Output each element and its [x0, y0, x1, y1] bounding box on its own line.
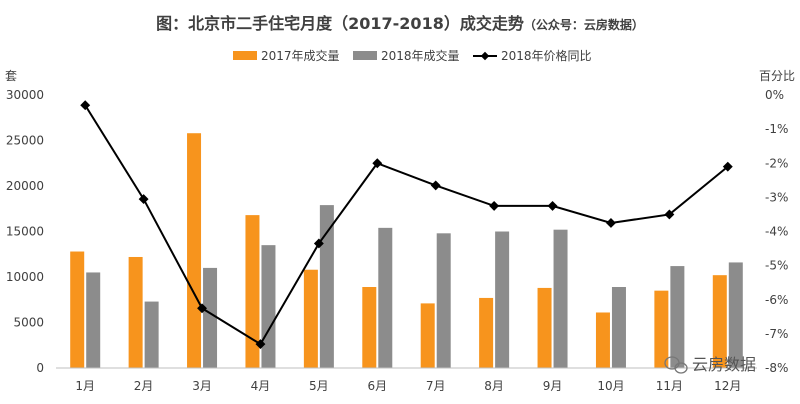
bar-2018-5 — [319, 205, 334, 368]
bar-2018-3 — [203, 267, 218, 368]
wechat-icon — [664, 356, 688, 374]
price-line-series — [80, 100, 733, 350]
legend-swatch-2018 — [353, 51, 377, 60]
x-tick-label: 9月 — [543, 379, 563, 393]
bar-2017-11 — [654, 290, 669, 368]
price-point-2 — [138, 194, 149, 205]
bar-2017-9 — [537, 287, 552, 368]
left-axis: 0 5000 10000 15000 20000 25000 30000 — [6, 88, 44, 375]
price-point-6 — [372, 158, 383, 169]
chart-title-note: （公众号：云房数据） — [524, 17, 644, 32]
price-point-7 — [430, 180, 441, 191]
left-tick-label: 5000 — [13, 316, 44, 330]
x-tick-label: 10月 — [597, 379, 624, 393]
bar-2018-7 — [436, 233, 451, 368]
bar-2018-2 — [144, 301, 159, 368]
price-point-1 — [80, 100, 91, 111]
right-tick-label: -1% — [765, 122, 788, 136]
x-tick-label: 1月 — [75, 379, 95, 393]
left-tick-label: 0 — [36, 361, 44, 375]
right-axis: 0% -1% -2% -3% -4% -5% -6% -7% -8% — [765, 88, 788, 375]
legend-label-price: 2018年价格同比 — [501, 48, 592, 63]
bar-2017-2 — [128, 256, 143, 368]
bar-2018-8 — [495, 231, 510, 368]
right-tick-label: -3% — [765, 190, 788, 204]
x-tick-label: 2月 — [134, 379, 154, 393]
watermark-text: 云房数据 — [692, 355, 756, 374]
right-tick-label: -7% — [765, 327, 788, 341]
bar-2018-9 — [553, 229, 568, 368]
bar-2018-10 — [611, 287, 626, 368]
right-tick-label: -4% — [765, 225, 788, 239]
price-point-4 — [255, 339, 266, 350]
left-tick-label: 20000 — [6, 179, 44, 193]
legend: 2017年成交量 2018年成交量 2018年价格同比 — [233, 48, 592, 63]
x-tick-label: 3月 — [192, 379, 212, 393]
legend-label-2017: 2017年成交量 — [261, 48, 340, 63]
price-point-8 — [489, 200, 500, 211]
price-point-3 — [197, 303, 207, 314]
price-point-9 — [547, 200, 558, 211]
right-tick-label: -8% — [765, 361, 788, 375]
left-axis-label: 套 — [5, 69, 17, 83]
right-tick-label: 0% — [765, 88, 784, 102]
bar-2017-10 — [595, 312, 610, 368]
bar-2017-12 — [712, 275, 727, 368]
right-tick-label: -5% — [765, 259, 788, 273]
price-point-10 — [606, 218, 616, 228]
bar-2018-11 — [670, 266, 685, 368]
chart-title: 图：北京市二手住宅月度（2017-2018）成交走势（公众号：云房数据） — [156, 14, 644, 33]
watermark: 云房数据 — [664, 355, 756, 374]
bar-2017-7 — [420, 303, 435, 368]
legend-marker-price — [480, 51, 490, 61]
price-point-12 — [722, 161, 733, 172]
bar-2017-6 — [362, 287, 377, 368]
bar-2018-12 — [728, 262, 743, 368]
x-tick-label: 6月 — [367, 379, 387, 393]
x-tick-label: 7月 — [426, 379, 446, 393]
right-tick-label: -2% — [765, 156, 788, 170]
x-tick-label: 12月 — [714, 379, 741, 393]
right-axis-label: 百分比 — [759, 69, 795, 83]
bar-2018-1 — [86, 272, 101, 368]
price-point-5 — [313, 238, 324, 249]
legend-label-2018: 2018年成交量 — [381, 48, 460, 63]
x-tick-label: 4月 — [251, 379, 271, 393]
bars — [70, 133, 743, 368]
x-axis: 1月 2月 3月 4月 5月 6月 7月 8月 9月 10月 11月 12月 — [75, 379, 741, 393]
left-tick-label: 25000 — [6, 134, 44, 148]
left-tick-label: 30000 — [6, 88, 44, 102]
bar-2017-1 — [70, 251, 85, 368]
right-tick-label: -6% — [765, 293, 788, 307]
bar-2017-4 — [245, 215, 260, 368]
x-tick-label: 11月 — [656, 379, 683, 393]
legend-swatch-2017 — [233, 51, 257, 60]
price-point-11 — [664, 209, 675, 220]
left-tick-label: 10000 — [6, 270, 44, 284]
x-tick-label: 5月 — [309, 379, 329, 393]
left-tick-label: 15000 — [6, 225, 44, 239]
bar-2017-3 — [187, 133, 202, 368]
bar-2018-6 — [378, 227, 393, 368]
bar-2018-4 — [261, 245, 276, 368]
x-tick-label: 8月 — [484, 379, 504, 393]
chart-title-main: 图：北京市二手住宅月度（2017-2018）成交走势 — [156, 14, 524, 33]
price-line — [84, 104, 729, 346]
bar-2017-8 — [479, 297, 494, 368]
bar-2017-5 — [303, 269, 318, 368]
